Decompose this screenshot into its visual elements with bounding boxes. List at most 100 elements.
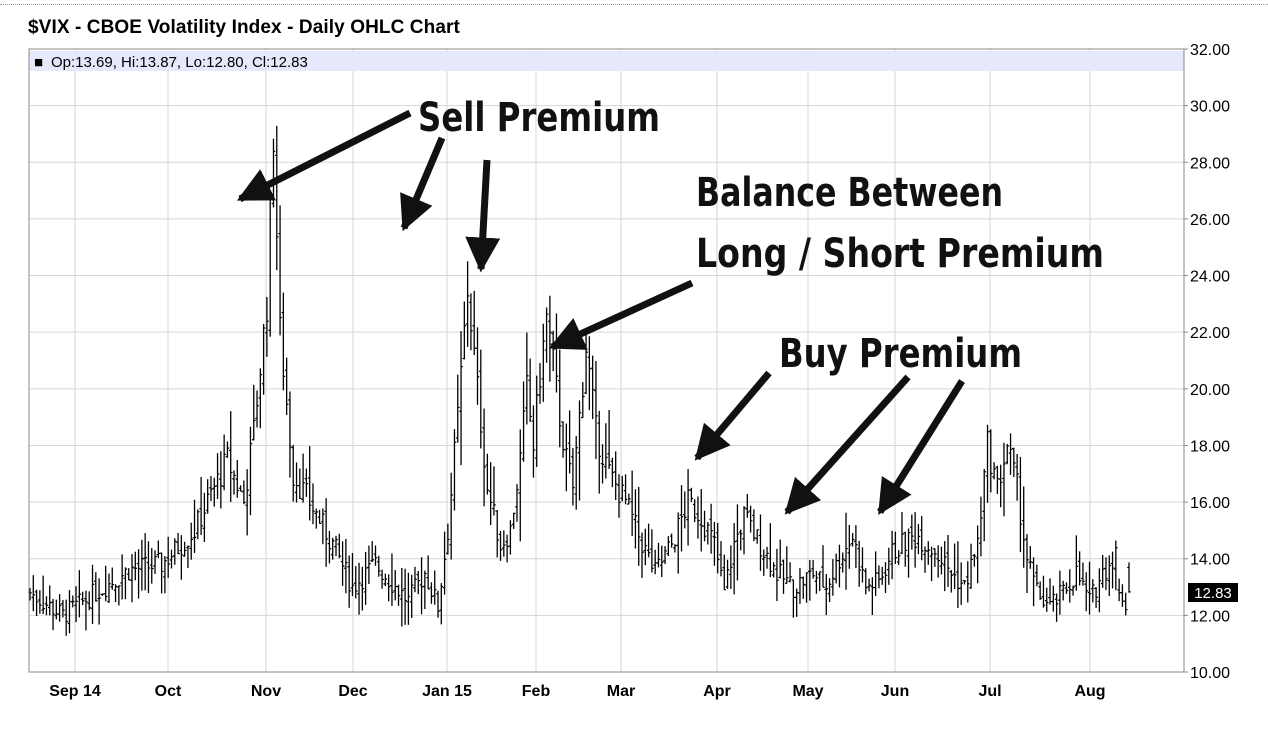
ohlc-bar	[525, 332, 529, 425]
x-tick-label: May	[792, 683, 823, 700]
ohlc-bar	[452, 429, 457, 511]
ohlc-bar	[110, 567, 115, 590]
y-tick-label: 22.00	[1190, 325, 1230, 342]
ohlc-bar	[564, 423, 569, 492]
ohlc-bar	[324, 498, 328, 567]
ohlc-bar	[176, 532, 180, 555]
ohlc-bar	[732, 523, 736, 595]
ohlc-bars	[28, 125, 1131, 636]
ohlc-bar	[100, 593, 105, 596]
ohlc-bar	[880, 566, 885, 585]
ohlc-bar	[600, 444, 605, 484]
ohlc-bar	[531, 405, 536, 478]
ohlc-bar	[956, 541, 960, 608]
ohlc-bar	[261, 323, 266, 395]
ohlc-bar	[913, 512, 917, 568]
ohlc-bar	[423, 570, 427, 609]
ohlc-bar	[199, 476, 203, 536]
ohlc-bar	[910, 514, 914, 550]
ohlc-bar	[47, 585, 52, 616]
ohlc-bar	[975, 525, 980, 584]
legend-square-icon: ■	[34, 54, 43, 71]
ohlc-bar	[439, 583, 444, 625]
ohlc-bar	[400, 567, 404, 627]
ohlc-bar	[1077, 551, 1082, 586]
ohlc-bar	[136, 549, 141, 599]
ohlc-bar	[103, 565, 108, 602]
ohlc-bar	[432, 570, 437, 605]
ohlc-bar	[1031, 557, 1036, 607]
ohlc-bar	[235, 459, 240, 498]
buy-premium-arrow-2	[784, 374, 911, 515]
ohlc-bar	[1097, 568, 1102, 613]
ohlc-bar	[51, 599, 55, 631]
ohlc-bar	[406, 572, 411, 625]
ohlc-bar	[393, 570, 398, 601]
ohlc-bar	[870, 577, 875, 615]
y-tick-label: 32.00	[1190, 42, 1230, 59]
ohlc-bar	[271, 138, 276, 208]
y-tick-label: 10.00	[1190, 665, 1230, 682]
ohlc-bar	[44, 596, 49, 616]
ohlc-bar	[228, 411, 233, 502]
ohlc-bar	[860, 547, 865, 583]
ohlc-bar	[557, 349, 562, 448]
ohlc-bar	[613, 451, 618, 501]
ohlc-bar	[94, 572, 98, 602]
ohlc-bar	[890, 530, 894, 580]
ohlc-bar	[74, 586, 78, 623]
ohlc-bar	[163, 556, 167, 594]
ohlc-bar	[847, 524, 852, 569]
y-tick-label: 28.00	[1190, 155, 1230, 172]
ohlc-bar	[268, 195, 273, 337]
ohlc-bar	[837, 544, 842, 588]
top-dotted-rule	[0, 4, 1268, 5]
ohlc-bar	[528, 358, 532, 422]
ohlc-bar	[1038, 581, 1042, 600]
ohlc-bar	[834, 553, 838, 584]
ohlc-bar	[794, 588, 799, 617]
ohlc-bar	[768, 523, 773, 578]
ohlc-bar	[630, 470, 634, 536]
x-tick-label: Jul	[978, 683, 1001, 700]
ohlc-bar	[390, 553, 394, 606]
ohlc-bar	[801, 576, 806, 599]
ohlc-bar	[311, 483, 315, 525]
ohlc-bar	[222, 434, 226, 491]
ohlc-bar	[1117, 578, 1121, 602]
ohlc-bar	[511, 512, 516, 529]
ohlc-bar	[482, 408, 486, 507]
ohlc-bar	[817, 571, 822, 592]
ohlc-bar	[745, 493, 750, 518]
ohlc-bar	[133, 551, 138, 581]
ohlc-bar	[1002, 442, 1006, 517]
ohlc-bar	[781, 559, 786, 594]
ohlc-bar	[867, 578, 871, 592]
last-value-label: 12.83	[1194, 585, 1232, 602]
ohlc-bar	[982, 469, 987, 542]
ohlc-bar	[725, 559, 730, 589]
ohlc-bar	[255, 390, 259, 428]
ohlc-bar	[939, 546, 944, 575]
x-tick-label: Sep 14	[49, 683, 101, 700]
ohlc-bar	[186, 545, 190, 569]
ohlc-bar	[192, 499, 197, 553]
ohlc-bar	[409, 574, 414, 618]
ohlc-bar	[919, 516, 924, 561]
ohlc-bar	[992, 462, 996, 480]
ohlc-bar	[41, 575, 45, 615]
ohlc-bar	[673, 544, 677, 553]
ohlc-bar	[1021, 486, 1026, 568]
ohlc-bar	[146, 541, 151, 593]
ohlc-bar	[429, 582, 434, 604]
ohlc-bar	[979, 496, 983, 557]
ohlc-bar	[923, 546, 927, 573]
ohlc-bar	[821, 545, 825, 588]
ohlc-bar	[656, 542, 661, 568]
ohlc-bar	[646, 523, 651, 558]
ohlc-bar	[831, 559, 835, 596]
ohlc-bar	[633, 489, 638, 549]
ohlc-bar	[1058, 570, 1062, 615]
ohlc-bar	[34, 589, 39, 617]
ohlc-bar	[281, 292, 286, 391]
